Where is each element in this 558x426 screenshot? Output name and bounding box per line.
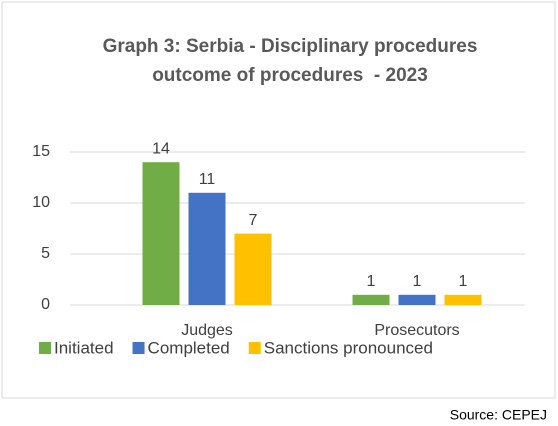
legend-swatch xyxy=(132,342,145,354)
legend-label: Completed xyxy=(148,338,230,357)
chart-title: Graph 3: Serbia - Disciplinary procedure… xyxy=(102,36,483,86)
bar xyxy=(234,233,272,305)
y-tick-label: 0 xyxy=(41,296,50,313)
chart-border xyxy=(1,1,556,399)
data-label: 11 xyxy=(199,171,216,188)
bar xyxy=(444,294,482,305)
y-tick-label: 15 xyxy=(32,143,50,160)
source: Source: CEPEJ xyxy=(450,407,547,423)
legend-label: Initiated xyxy=(54,338,114,357)
y-tick-label: 5 xyxy=(41,245,50,262)
x-tick-label: Prosecutors xyxy=(374,322,459,339)
bar xyxy=(398,294,436,305)
bar xyxy=(352,294,390,305)
data-label: 1 xyxy=(459,273,468,290)
data-label: 14 xyxy=(152,140,170,157)
legend-swatch xyxy=(248,342,261,354)
legend-swatch xyxy=(39,342,51,354)
x-tick-label: Judges xyxy=(181,322,233,339)
legend-label: Sanctions pronounced xyxy=(264,338,433,357)
bar xyxy=(188,192,226,305)
data-label: 1 xyxy=(413,273,422,290)
data-label: 1 xyxy=(367,273,376,290)
data-label: 7 xyxy=(249,212,258,229)
bar xyxy=(142,162,180,305)
y-tick-label: 10 xyxy=(32,194,50,211)
